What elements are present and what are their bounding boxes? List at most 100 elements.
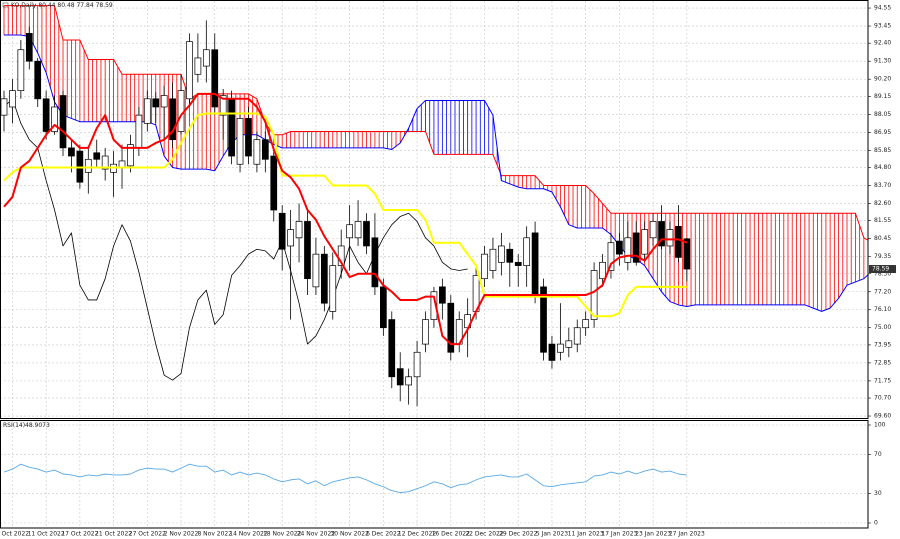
candle-body <box>666 229 674 247</box>
kijun-sen <box>3 112 687 318</box>
y-tick-label: 90.20 <box>874 76 891 83</box>
candle-body <box>287 229 294 247</box>
symbol-icon <box>2 2 9 8</box>
x-tick-label: 22 Dec 2022 <box>465 531 504 538</box>
y-tick-label: 92.40 <box>874 40 891 47</box>
y-tick-label: 89.15 <box>874 93 891 100</box>
candle-body <box>514 261 522 266</box>
y-tick-label: 86.95 <box>874 129 891 136</box>
rsi-frame <box>0 420 869 529</box>
y-tick-label: 83.70 <box>874 182 891 189</box>
candle-body <box>245 118 252 157</box>
candle-body <box>439 286 446 304</box>
candle-body <box>320 253 328 304</box>
candle-body <box>649 221 657 239</box>
candle-body <box>228 98 235 157</box>
candle-body <box>278 212 286 250</box>
rsi-line <box>3 463 687 494</box>
candle-body <box>675 226 682 258</box>
y-tick-label: 69.60 <box>874 413 891 420</box>
senkou-span-a <box>4 5 868 241</box>
rsi-value: 48.9073 <box>25 422 50 429</box>
candle-body <box>430 291 438 320</box>
rsi-plot <box>0 420 868 528</box>
candle-body <box>9 90 16 108</box>
price-box <box>869 265 896 274</box>
y-tick-label: 76.10 <box>874 306 891 313</box>
candle-body <box>388 319 396 378</box>
y-tick-label: 70.70 <box>874 395 891 402</box>
candle-body <box>346 224 353 239</box>
candle-body <box>337 245 345 266</box>
candle-body <box>590 270 598 320</box>
candle-body <box>632 232 640 263</box>
candle-body <box>573 327 581 345</box>
x-tick-label: 2 Nov 2022 <box>164 531 199 538</box>
candle-body <box>202 49 210 67</box>
candle-body <box>565 340 573 348</box>
y-tick-label: 0 <box>874 520 878 527</box>
candle-body <box>177 90 185 132</box>
candle-body <box>135 114 143 149</box>
y-tick-label: 75.00 <box>874 324 891 331</box>
x-tick-label: 27 Oct 2022 <box>129 531 166 538</box>
y-tick-label: 84.80 <box>874 164 891 171</box>
x-tick-label: 11 Jan 2023 <box>568 531 604 538</box>
x-tick-label: 18 Nov 2022 <box>263 531 302 538</box>
candle-body <box>152 98 160 108</box>
price-frame <box>0 0 869 419</box>
y-tick-label: 78.30 <box>874 270 891 277</box>
candle-body <box>59 95 67 149</box>
x-tick-label: 17 Oct 2022 <box>61 531 98 538</box>
x-tick-label: 29 Dec 2022 <box>499 531 538 538</box>
candle-body <box>641 229 649 255</box>
candle-body <box>211 49 219 108</box>
y-tick-label: 93.45 <box>874 23 891 30</box>
candle-body <box>380 286 387 329</box>
candle-body <box>624 237 632 263</box>
candle-body <box>253 139 261 165</box>
candle-body <box>186 41 193 100</box>
y-tick-label: 85.85 <box>874 147 891 154</box>
x-tick-label: 27 Jan 2023 <box>669 531 705 538</box>
candle-body <box>422 319 429 345</box>
candle-body <box>599 261 606 280</box>
candle-body <box>17 49 25 91</box>
candle-body <box>270 155 278 211</box>
candle-body <box>127 144 134 167</box>
x-tick-label: 24 Nov 2022 <box>297 531 336 538</box>
x-tick-label: 8 Nov 2022 <box>197 531 232 538</box>
y-tick-label: 70 <box>874 451 882 458</box>
candle-body <box>101 155 109 170</box>
candle-body <box>489 248 497 271</box>
candle-body <box>405 376 412 386</box>
candle-body <box>498 245 505 263</box>
candle-body <box>506 248 514 263</box>
y-tick-label: 30 <box>874 490 882 497</box>
candle-body <box>616 240 623 255</box>
x-tick-label: 6 Oct 2022 <box>0 531 29 538</box>
y-tick-label: 81.55 <box>874 217 891 224</box>
candle-body <box>236 118 244 165</box>
candle-body <box>68 147 75 157</box>
candle-body <box>557 343 564 353</box>
candle-body <box>658 221 665 247</box>
candle-body <box>396 368 404 386</box>
candle-body <box>607 242 615 271</box>
candle-body <box>312 253 320 288</box>
candle-body <box>51 106 58 132</box>
candle-body <box>523 237 531 266</box>
candle-body <box>261 139 269 160</box>
x-tick-label: 14 Nov 2022 <box>229 531 268 538</box>
y-tick-label: 72.85 <box>874 359 891 366</box>
candle-body <box>304 221 311 280</box>
candle-body <box>0 98 8 116</box>
x-tick-label: 11 Oct 2022 <box>28 531 65 538</box>
y-tick-label: 94.55 <box>874 5 891 12</box>
x-tick-label: 6 Dec 2022 <box>366 531 401 538</box>
candle-body <box>219 95 227 116</box>
y-tick-label: 88.05 <box>874 111 891 118</box>
y-tick-label: 80.45 <box>874 235 891 242</box>
